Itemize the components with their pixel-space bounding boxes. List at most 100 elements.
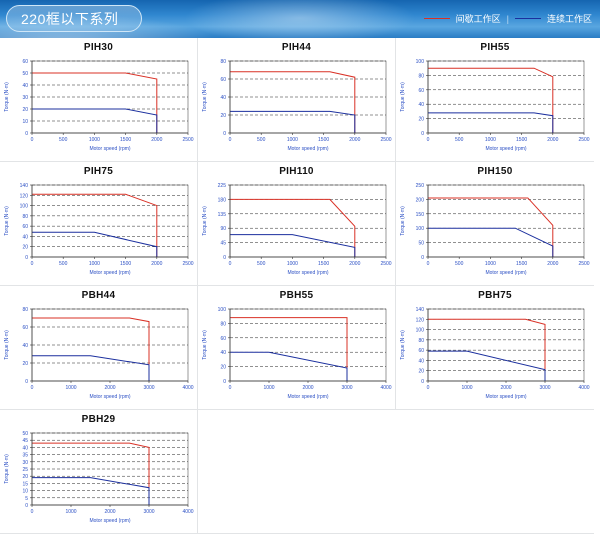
chart-plot: 0 20 40 60 80 0 500 1000 1500 2000 2500 Motor speed… <box>200 53 394 153</box>
svg-text:2500: 2500 <box>380 137 391 143</box>
svg-text:80: 80 <box>220 59 226 65</box>
svg-text:0: 0 <box>25 503 28 509</box>
chart-plot: 0 20 40 60 80 100 120 140 0 500 1000 1500 2000 2500 Mo… <box>2 177 196 277</box>
svg-text:20: 20 <box>22 474 28 480</box>
chart-cell-pih44: PIH44 0 20 40 60 80 0 500 1000 1500 2000 2500 Motor … <box>198 38 396 162</box>
svg-text:1000: 1000 <box>461 385 472 391</box>
svg-text:2000: 2000 <box>302 385 313 391</box>
svg-text:40: 40 <box>418 102 424 108</box>
svg-text:0: 0 <box>31 261 34 267</box>
svg-text:250: 250 <box>416 183 425 189</box>
chart-cell-pbh75: PBH75 0 20 40 60 80 100 120 140 0 1000 2000 3000 4000… <box>396 286 594 410</box>
chart-cell-pbh55: PBH55 0 20 40 60 80 100 0 1000 2000 3000 4000 Motor … <box>198 286 396 410</box>
svg-text:0: 0 <box>25 379 28 385</box>
chart-cell-empty <box>396 410 594 534</box>
legend-label-continuous: 连续工作区 <box>546 14 592 24</box>
chart-title: PBH29 <box>81 414 116 425</box>
svg-text:2000: 2000 <box>151 261 162 267</box>
svg-text:0: 0 <box>427 137 430 143</box>
svg-text:40: 40 <box>220 350 226 356</box>
chart-cell-pih150: PIH150 0 50 100 150 200 250 0 500 1000 1500 2000 250… <box>396 162 594 286</box>
svg-text:30: 30 <box>22 460 28 466</box>
svg-text:50: 50 <box>22 71 28 77</box>
svg-text:0: 0 <box>223 131 226 137</box>
chart-title: PIH150 <box>477 166 513 177</box>
svg-text:2000: 2000 <box>104 385 115 391</box>
svg-text:140: 140 <box>20 183 29 189</box>
svg-text:225: 225 <box>218 183 227 189</box>
svg-text:Motor speed (rpm): Motor speed (rpm) <box>485 394 526 400</box>
svg-text:Torque (N·m): Torque (N·m) <box>4 330 10 360</box>
svg-text:500: 500 <box>455 137 464 143</box>
svg-text:4000: 4000 <box>182 509 193 515</box>
chart-plot: 0 20 40 60 80 100 0 1000 2000 3000 4000 Motor speed… <box>200 301 394 401</box>
svg-text:0: 0 <box>229 137 232 143</box>
svg-text:2000: 2000 <box>547 137 558 143</box>
svg-text:500: 500 <box>257 261 266 267</box>
svg-text:500: 500 <box>59 137 68 143</box>
svg-text:Torque (N·m): Torque (N·m) <box>4 82 10 112</box>
svg-text:50: 50 <box>418 241 424 247</box>
chart-title: PIH55 <box>480 42 510 53</box>
svg-text:100: 100 <box>416 226 425 232</box>
header-swoosh-decoration-2 <box>150 0 450 38</box>
svg-text:60: 60 <box>418 348 424 354</box>
legend-line-intermittent <box>423 18 450 19</box>
svg-text:135: 135 <box>218 212 227 218</box>
svg-text:10: 10 <box>22 489 28 495</box>
svg-text:1500: 1500 <box>516 137 527 143</box>
svg-text:1000: 1000 <box>65 509 76 515</box>
svg-text:Torque (N·m): Torque (N·m) <box>400 206 406 236</box>
page-title: 220框以下系列 <box>6 5 142 32</box>
svg-text:0: 0 <box>31 509 34 515</box>
svg-text:1000: 1000 <box>485 137 496 143</box>
svg-text:150: 150 <box>416 212 425 218</box>
svg-text:25: 25 <box>22 467 28 473</box>
svg-text:Torque (N·m): Torque (N·m) <box>400 82 406 112</box>
svg-text:Torque (N·m): Torque (N·m) <box>400 330 406 360</box>
svg-text:Motor speed (rpm): Motor speed (rpm) <box>89 270 130 276</box>
chart-title: PBH75 <box>478 290 512 301</box>
svg-text:30: 30 <box>22 95 28 101</box>
svg-text:2500: 2500 <box>380 261 391 267</box>
svg-text:0: 0 <box>25 131 28 137</box>
svg-text:Torque (N·m): Torque (N·m) <box>202 82 208 112</box>
svg-text:2500: 2500 <box>182 261 193 267</box>
svg-text:1000: 1000 <box>263 385 274 391</box>
chart-plot: 0 20 40 60 80 100 120 140 0 1000 2000 3000 4000 Motor… <box>398 301 592 401</box>
chart-cell-pih55: PIH55 0 20 40 60 80 100 0 500 1000 1500 2000 2500 Mot… <box>396 38 594 162</box>
svg-text:80: 80 <box>220 321 226 327</box>
svg-text:Torque (N·m): Torque (N·m) <box>4 454 10 484</box>
svg-text:120: 120 <box>20 193 29 199</box>
chart-plot: 0 45 90 135 180 225 0 500 1000 1500 2000 2500 Motor … <box>200 177 394 277</box>
chart-cell-empty <box>198 410 396 534</box>
svg-text:1000: 1000 <box>89 137 100 143</box>
svg-text:1000: 1000 <box>485 261 496 267</box>
svg-text:2000: 2000 <box>349 261 360 267</box>
svg-text:500: 500 <box>59 261 68 267</box>
svg-text:3000: 3000 <box>539 385 550 391</box>
svg-text:20: 20 <box>22 245 28 251</box>
svg-text:40: 40 <box>220 95 226 101</box>
chart-title: PIH44 <box>281 42 312 53</box>
svg-text:Motor speed (rpm): Motor speed (rpm) <box>287 394 328 400</box>
svg-text:Motor speed (rpm): Motor speed (rpm) <box>89 146 130 152</box>
svg-text:20: 20 <box>220 365 226 371</box>
svg-text:20: 20 <box>418 117 424 123</box>
svg-text:40: 40 <box>418 358 424 364</box>
svg-text:40: 40 <box>22 445 28 451</box>
svg-text:0: 0 <box>421 131 424 137</box>
svg-text:35: 35 <box>22 453 28 459</box>
svg-text:80: 80 <box>418 73 424 79</box>
svg-text:80: 80 <box>22 307 28 313</box>
svg-text:4000: 4000 <box>578 385 589 391</box>
svg-text:2000: 2000 <box>547 261 558 267</box>
svg-text:0: 0 <box>421 255 424 261</box>
svg-text:60: 60 <box>220 336 226 342</box>
svg-text:0: 0 <box>25 255 28 261</box>
chart-plot: 0 20 40 60 80 100 0 500 1000 1500 2000 2500 Motor sp… <box>398 53 592 153</box>
chart-cell-pih30: PIH30 0 10 20 30 40 50 60 0 500 1000 1500 2000 2500 Mo… <box>0 38 198 162</box>
svg-text:40: 40 <box>22 234 28 240</box>
svg-text:80: 80 <box>418 338 424 344</box>
svg-text:80: 80 <box>22 214 28 220</box>
